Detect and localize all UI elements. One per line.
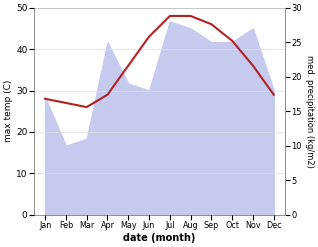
X-axis label: date (month): date (month) [123, 233, 196, 243]
Y-axis label: max temp (C): max temp (C) [4, 80, 13, 143]
Y-axis label: med. precipitation (kg/m2): med. precipitation (kg/m2) [305, 55, 314, 168]
